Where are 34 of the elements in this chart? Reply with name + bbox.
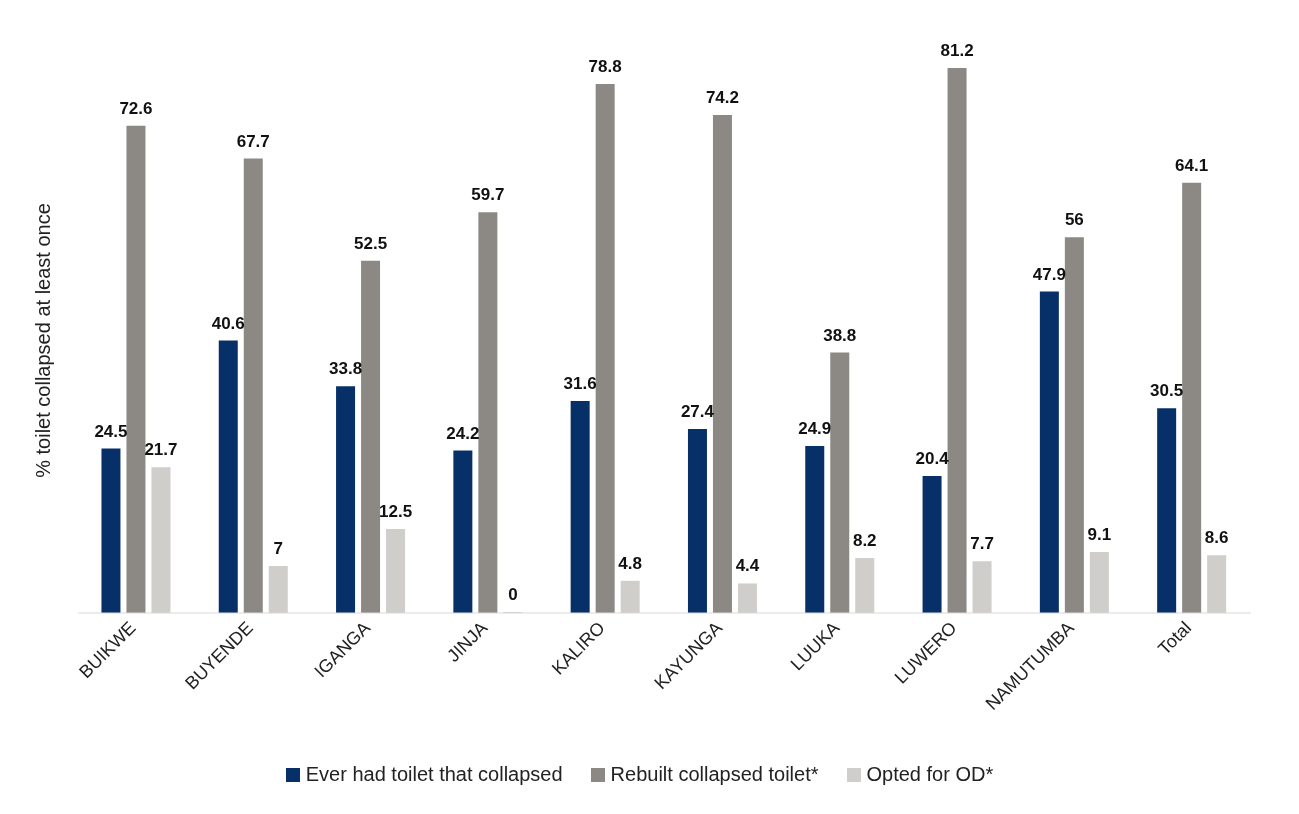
data-label: 56 [1064, 210, 1084, 230]
data-label: 64.1 [1175, 155, 1209, 175]
data-label: 24.5 [94, 421, 128, 441]
data-label: 24.2 [446, 423, 480, 443]
data-label: 47.9 [1032, 264, 1066, 284]
legend-label: Ever had toilet that collapsed [305, 763, 563, 786]
legend-label: Rebuilt collapsed toilet* [610, 763, 819, 786]
data-label: 59.7 [471, 185, 505, 205]
data-label: 24.9 [798, 418, 832, 438]
data-label: 52.5 [354, 233, 388, 253]
data-label: 31.6 [563, 373, 597, 393]
data-label: 81.2 [940, 41, 974, 60]
data-label: 0 [508, 585, 518, 604]
y-axis-title: % toilet collapsed at least once [32, 203, 55, 478]
data-label: 78.8 [588, 57, 622, 77]
legend-label: Opted for OD* [866, 763, 994, 786]
data-label: 8.2 [852, 530, 877, 550]
data-label: 40.6 [211, 313, 245, 333]
data-label: 74.2 [705, 87, 740, 107]
data-label: 38.8 [823, 325, 857, 345]
data-label: 8.6 [1204, 528, 1229, 548]
data-label: 7 [273, 539, 283, 559]
data-label: 20.4 [915, 449, 950, 469]
data-label: 4.8 [618, 553, 642, 573]
data-label: 4.4 [735, 556, 760, 576]
data-label: 9.1 [1087, 524, 1112, 544]
data-label: 30.5 [1150, 381, 1184, 401]
data-label: 67.7 [236, 131, 270, 151]
data-label: 12.5 [379, 502, 413, 522]
data-label: 21.7 [144, 440, 178, 460]
data-label: 72.6 [119, 98, 153, 118]
data-label: 27.4 [680, 402, 715, 422]
data-label: 7.7 [970, 534, 994, 554]
data-label: 33.8 [329, 359, 363, 379]
